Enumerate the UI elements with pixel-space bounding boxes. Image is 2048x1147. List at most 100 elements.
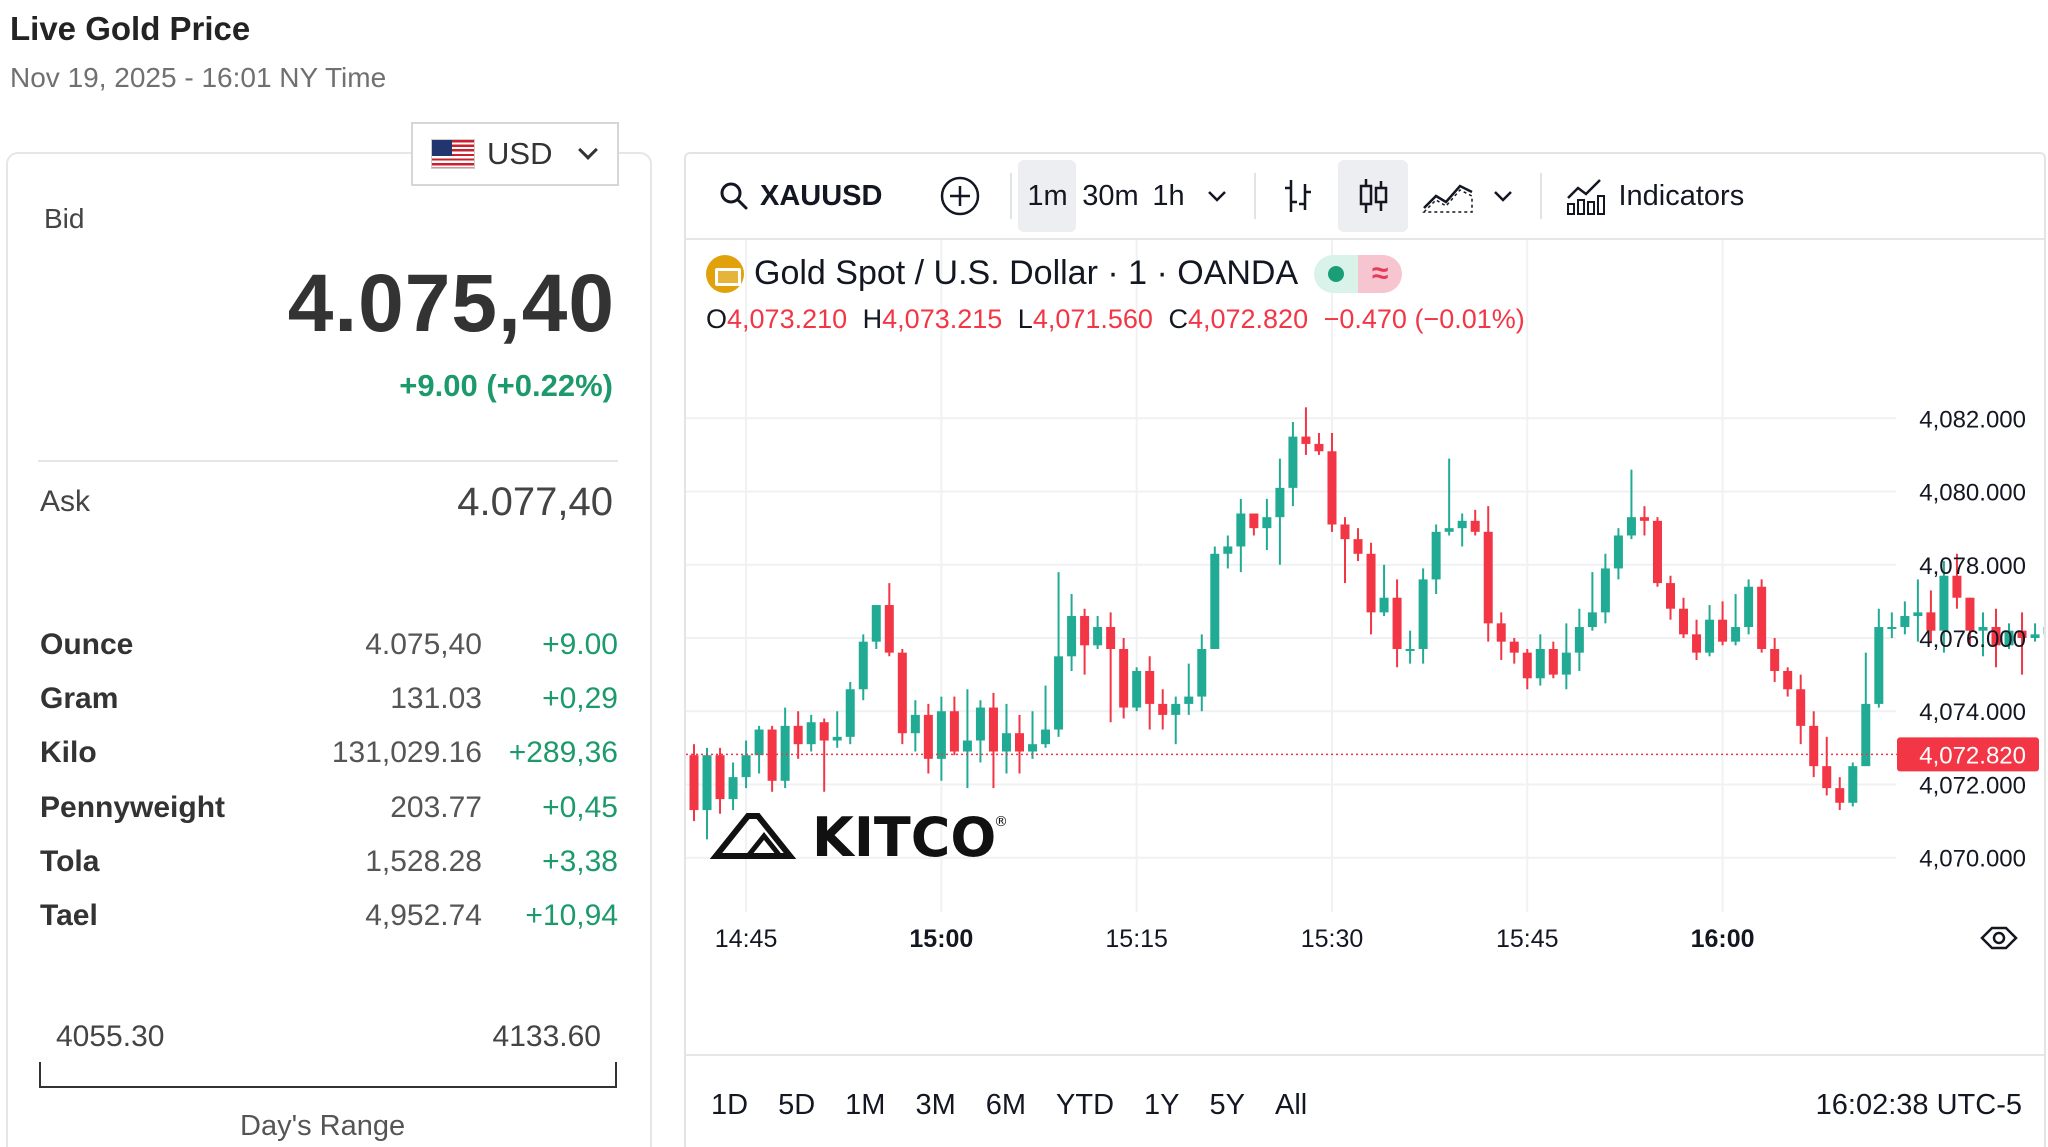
bid-label: Bid bbox=[44, 203, 85, 234]
candle-body bbox=[741, 755, 751, 778]
ask-label: Ask bbox=[40, 485, 91, 518]
candle-body bbox=[793, 725, 803, 745]
candle-body bbox=[689, 755, 699, 811]
candle-body bbox=[1652, 520, 1662, 584]
candle-body bbox=[1835, 788, 1845, 803]
candle-body bbox=[1249, 513, 1259, 529]
candle bbox=[1587, 572, 1597, 631]
candle-body bbox=[2030, 634, 2040, 638]
candle-body bbox=[1054, 656, 1064, 730]
candle bbox=[1405, 630, 1415, 664]
range-1m[interactable]: 1M bbox=[845, 1088, 886, 1121]
candle-body bbox=[884, 605, 894, 653]
candle bbox=[1262, 498, 1272, 551]
candle-body bbox=[1744, 586, 1754, 628]
candle bbox=[1639, 506, 1649, 536]
candle bbox=[1848, 762, 1858, 807]
candle-body bbox=[1561, 652, 1571, 675]
candle-body bbox=[1809, 725, 1819, 767]
candle-body bbox=[819, 722, 829, 741]
candle bbox=[936, 696, 946, 781]
currency-select[interactable]: USD bbox=[411, 122, 619, 186]
open-value: 4,073.210 bbox=[727, 304, 848, 334]
y-tick-label: 4,080.000 bbox=[1919, 480, 2026, 507]
candle bbox=[1522, 648, 1532, 690]
candle-body bbox=[1197, 648, 1207, 697]
compare-button[interactable] bbox=[930, 160, 990, 232]
candle bbox=[1301, 407, 1311, 455]
candle-body bbox=[1757, 586, 1767, 649]
candle-body bbox=[1392, 597, 1402, 649]
candle bbox=[897, 648, 907, 745]
bar-style-button[interactable] bbox=[1266, 160, 1330, 232]
candle bbox=[2017, 612, 2027, 675]
candles-style-button[interactable] bbox=[1338, 160, 1409, 232]
candle bbox=[1496, 612, 1506, 660]
candle-body bbox=[715, 755, 725, 800]
indicators-button[interactable]: Indicators bbox=[1554, 160, 1754, 232]
candle-body bbox=[1028, 744, 1038, 752]
candle-body bbox=[1600, 568, 1610, 613]
day-range-bar bbox=[39, 1062, 617, 1088]
unit-value: 1,528.28 bbox=[365, 844, 482, 878]
candle-body bbox=[1262, 517, 1272, 529]
chart-type-dropdown[interactable] bbox=[1480, 160, 1526, 232]
candle bbox=[1757, 579, 1767, 653]
candle bbox=[1652, 517, 1662, 587]
interval-dropdown[interactable] bbox=[1192, 160, 1242, 232]
candle-body bbox=[1913, 612, 1923, 617]
interval-1h[interactable]: 1h bbox=[1144, 160, 1192, 232]
range-1d[interactable]: 1D bbox=[711, 1088, 749, 1121]
x-tick-label: 15:30 bbox=[1301, 925, 1364, 953]
candle bbox=[1874, 608, 1884, 708]
candle-body bbox=[845, 689, 855, 737]
candle-body bbox=[1978, 627, 1988, 631]
candle-body bbox=[1340, 524, 1350, 540]
range-5d[interactable]: 5D bbox=[778, 1088, 816, 1121]
area-style-button[interactable] bbox=[1416, 160, 1480, 232]
chart-toolbar: XAUUSD 1m 30m 1h Indicators bbox=[686, 154, 2044, 240]
candle-body bbox=[1015, 733, 1024, 752]
candle bbox=[1535, 634, 1545, 686]
unit-name: Ounce bbox=[40, 628, 134, 662]
candle bbox=[1106, 612, 1116, 723]
range-ytd[interactable]: YTD bbox=[1056, 1088, 1115, 1121]
interval-1m[interactable]: 1m bbox=[1018, 160, 1077, 232]
candle bbox=[923, 703, 933, 774]
candle bbox=[1561, 623, 1571, 690]
candle bbox=[1197, 634, 1207, 712]
candle bbox=[1171, 696, 1181, 745]
candle bbox=[702, 747, 712, 840]
candle-body bbox=[962, 740, 972, 752]
candle bbox=[1718, 601, 1728, 646]
symbol-search[interactable]: XAUUSD bbox=[710, 160, 890, 232]
candle bbox=[793, 711, 803, 759]
range-6m[interactable]: 6M bbox=[985, 1088, 1027, 1121]
candle bbox=[1392, 579, 1402, 668]
chart-clock[interactable]: 16:02:38 UTC-5 bbox=[1815, 1088, 2022, 1121]
price-chart[interactable]: KITCO® 4,082.000 4,080.000 4,078.000 4,076.0… bbox=[686, 240, 2046, 1052]
range-5y[interactable]: 5Y bbox=[1209, 1088, 1246, 1121]
candle bbox=[2004, 623, 2014, 649]
candle-body bbox=[1991, 627, 2001, 646]
last-price-label: 4,072.820 bbox=[1919, 742, 2026, 769]
candle-body bbox=[1288, 436, 1298, 488]
candle bbox=[1093, 616, 1103, 649]
settings-icon[interactable] bbox=[1980, 926, 2018, 950]
candle-body bbox=[1965, 597, 1975, 631]
candle bbox=[1119, 638, 1129, 719]
market-status-badge[interactable]: ≈ bbox=[1314, 254, 1403, 293]
candle bbox=[1314, 432, 1324, 455]
range-all[interactable]: All bbox=[1275, 1088, 1308, 1121]
candle-body bbox=[1887, 627, 1897, 630]
candle bbox=[1184, 663, 1194, 715]
candle bbox=[741, 740, 751, 789]
candle-body bbox=[1770, 648, 1780, 671]
range-1y[interactable]: 1Y bbox=[1144, 1088, 1180, 1121]
interval-30m[interactable]: 30m bbox=[1076, 160, 1144, 232]
range-3m[interactable]: 3M bbox=[915, 1088, 956, 1121]
candle bbox=[1418, 568, 1428, 664]
candle bbox=[806, 714, 816, 752]
candle bbox=[1926, 590, 1936, 642]
candle bbox=[1444, 458, 1454, 536]
